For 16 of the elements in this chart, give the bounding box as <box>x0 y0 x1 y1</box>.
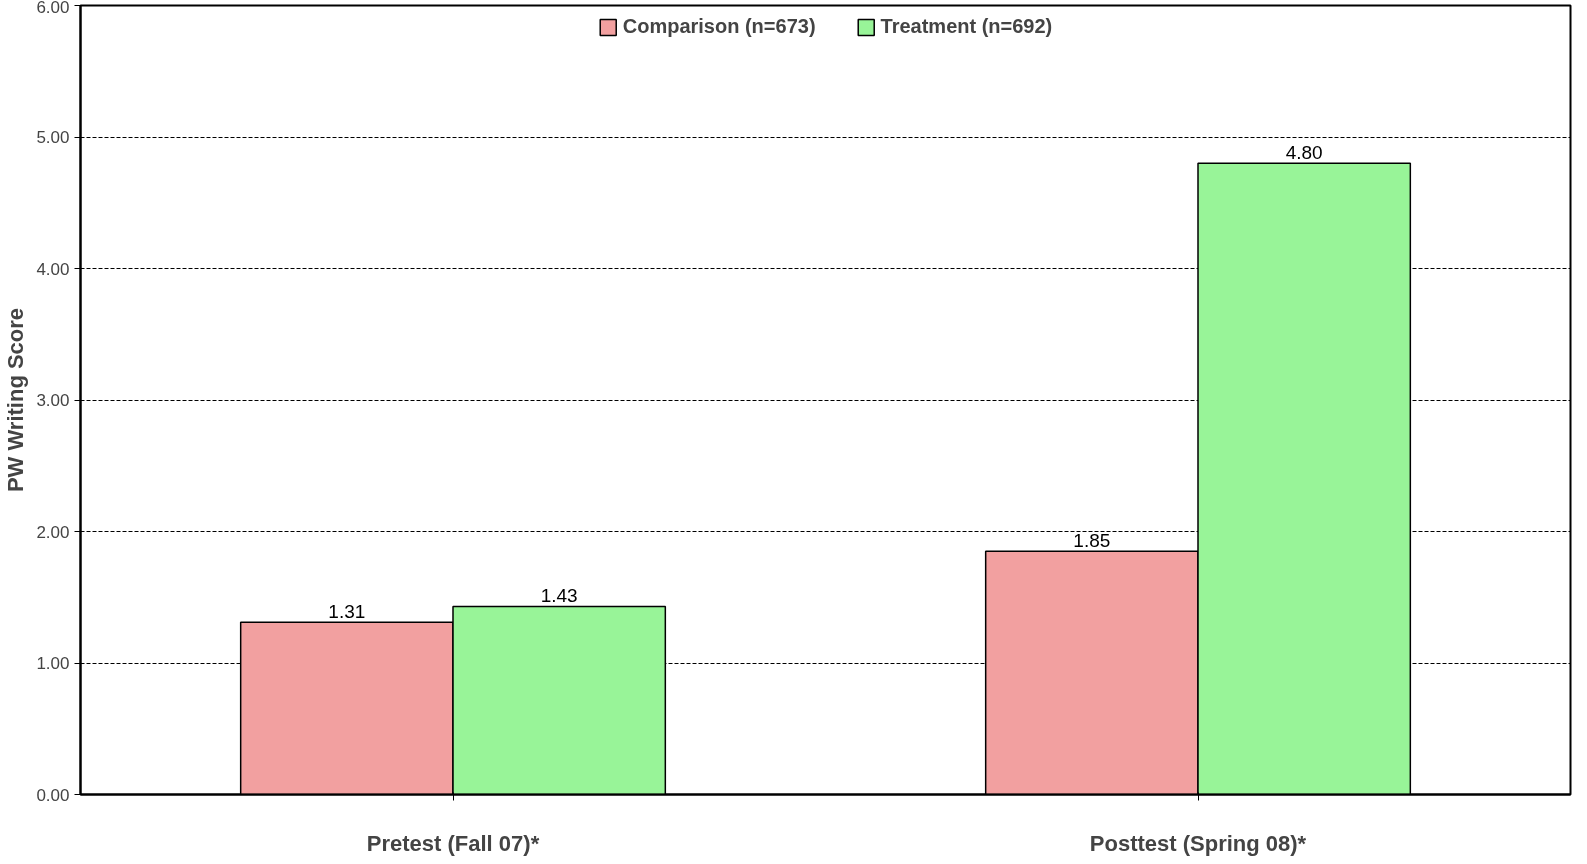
data-label: 1.85 <box>1073 530 1111 552</box>
data-label: 1.31 <box>328 601 366 623</box>
y-tick-label: 2.00 <box>36 522 70 542</box>
y-tick-label: 1.00 <box>36 654 70 673</box>
y-axis-title: PW Writing Score <box>3 307 29 493</box>
y-tick-label: 5.00 <box>36 128 70 147</box>
y-tick-label: 0.00 <box>36 785 70 805</box>
x-tick-label: Pretest (Fall 07)* <box>366 830 540 856</box>
legend-label: Treatment (n=692) <box>880 15 1053 38</box>
y-tick-label: 6.00 <box>36 0 70 17</box>
y-tick-label: 3.00 <box>36 391 70 410</box>
data-label: 1.43 <box>540 585 578 607</box>
legend-label: Comparison (n=673) <box>622 15 816 38</box>
x-tick-label: Posttest (Spring 08)* <box>1089 830 1307 856</box>
data-label: 4.80 <box>1285 142 1323 164</box>
y-tick-label: 4.00 <box>36 259 70 279</box>
